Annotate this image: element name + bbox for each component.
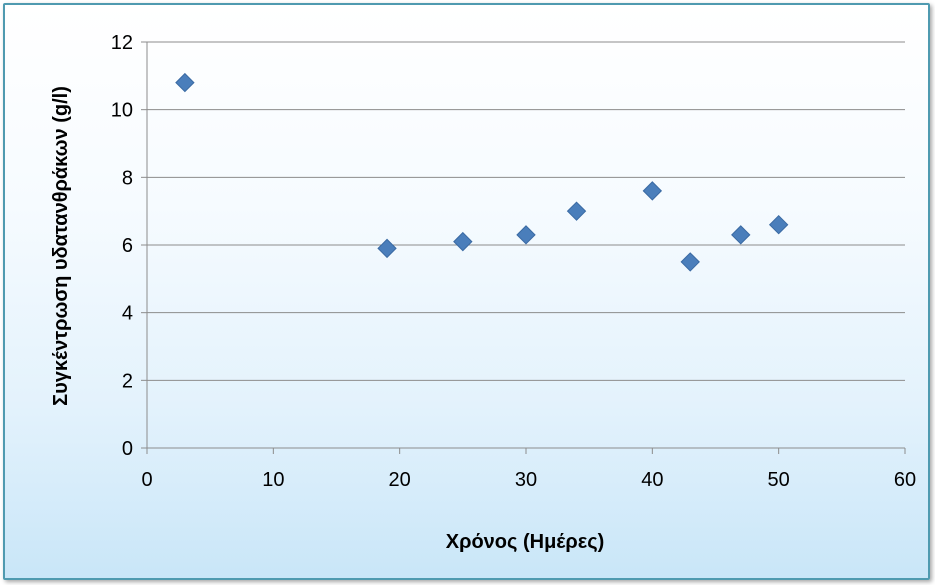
data-points [175,72,789,272]
y-tick-label: 2 [122,370,133,392]
data-point [680,252,700,272]
x-axis-title: Χρόνος (Ημέρες) [446,531,605,553]
y-axis-title: Συγκέντρωση υδατανθράκων (g/l) [50,86,72,406]
x-tick-label: 10 [262,469,284,491]
data-point [642,181,663,201]
y-tick-label: 6 [122,235,133,257]
axes [141,41,906,454]
gridlines [147,41,905,381]
data-point [566,201,587,221]
y-tick-label: 10 [111,100,133,122]
y-tick-label: 0 [122,438,133,460]
x-tick-label: 60 [894,469,916,491]
x-tick-label: 40 [641,469,663,491]
data-point [377,238,397,259]
y-tick-label: 4 [122,303,133,325]
data-point [516,225,536,245]
data-point [175,72,195,93]
x-tick-label: 30 [515,469,537,491]
y-tick-label: 12 [111,32,133,54]
x-tick-label: 50 [768,469,790,491]
x-tick-label: 20 [389,469,411,491]
chart-area [3,3,930,580]
tick-labels: 0 2 4 6 8 10 12 0 10 20 30 40 50 60 [111,32,916,491]
data-point [731,225,751,245]
x-tick-label: 0 [141,469,152,491]
data-point [768,214,789,235]
y-tick-label: 8 [122,167,133,189]
data-point [453,231,473,252]
